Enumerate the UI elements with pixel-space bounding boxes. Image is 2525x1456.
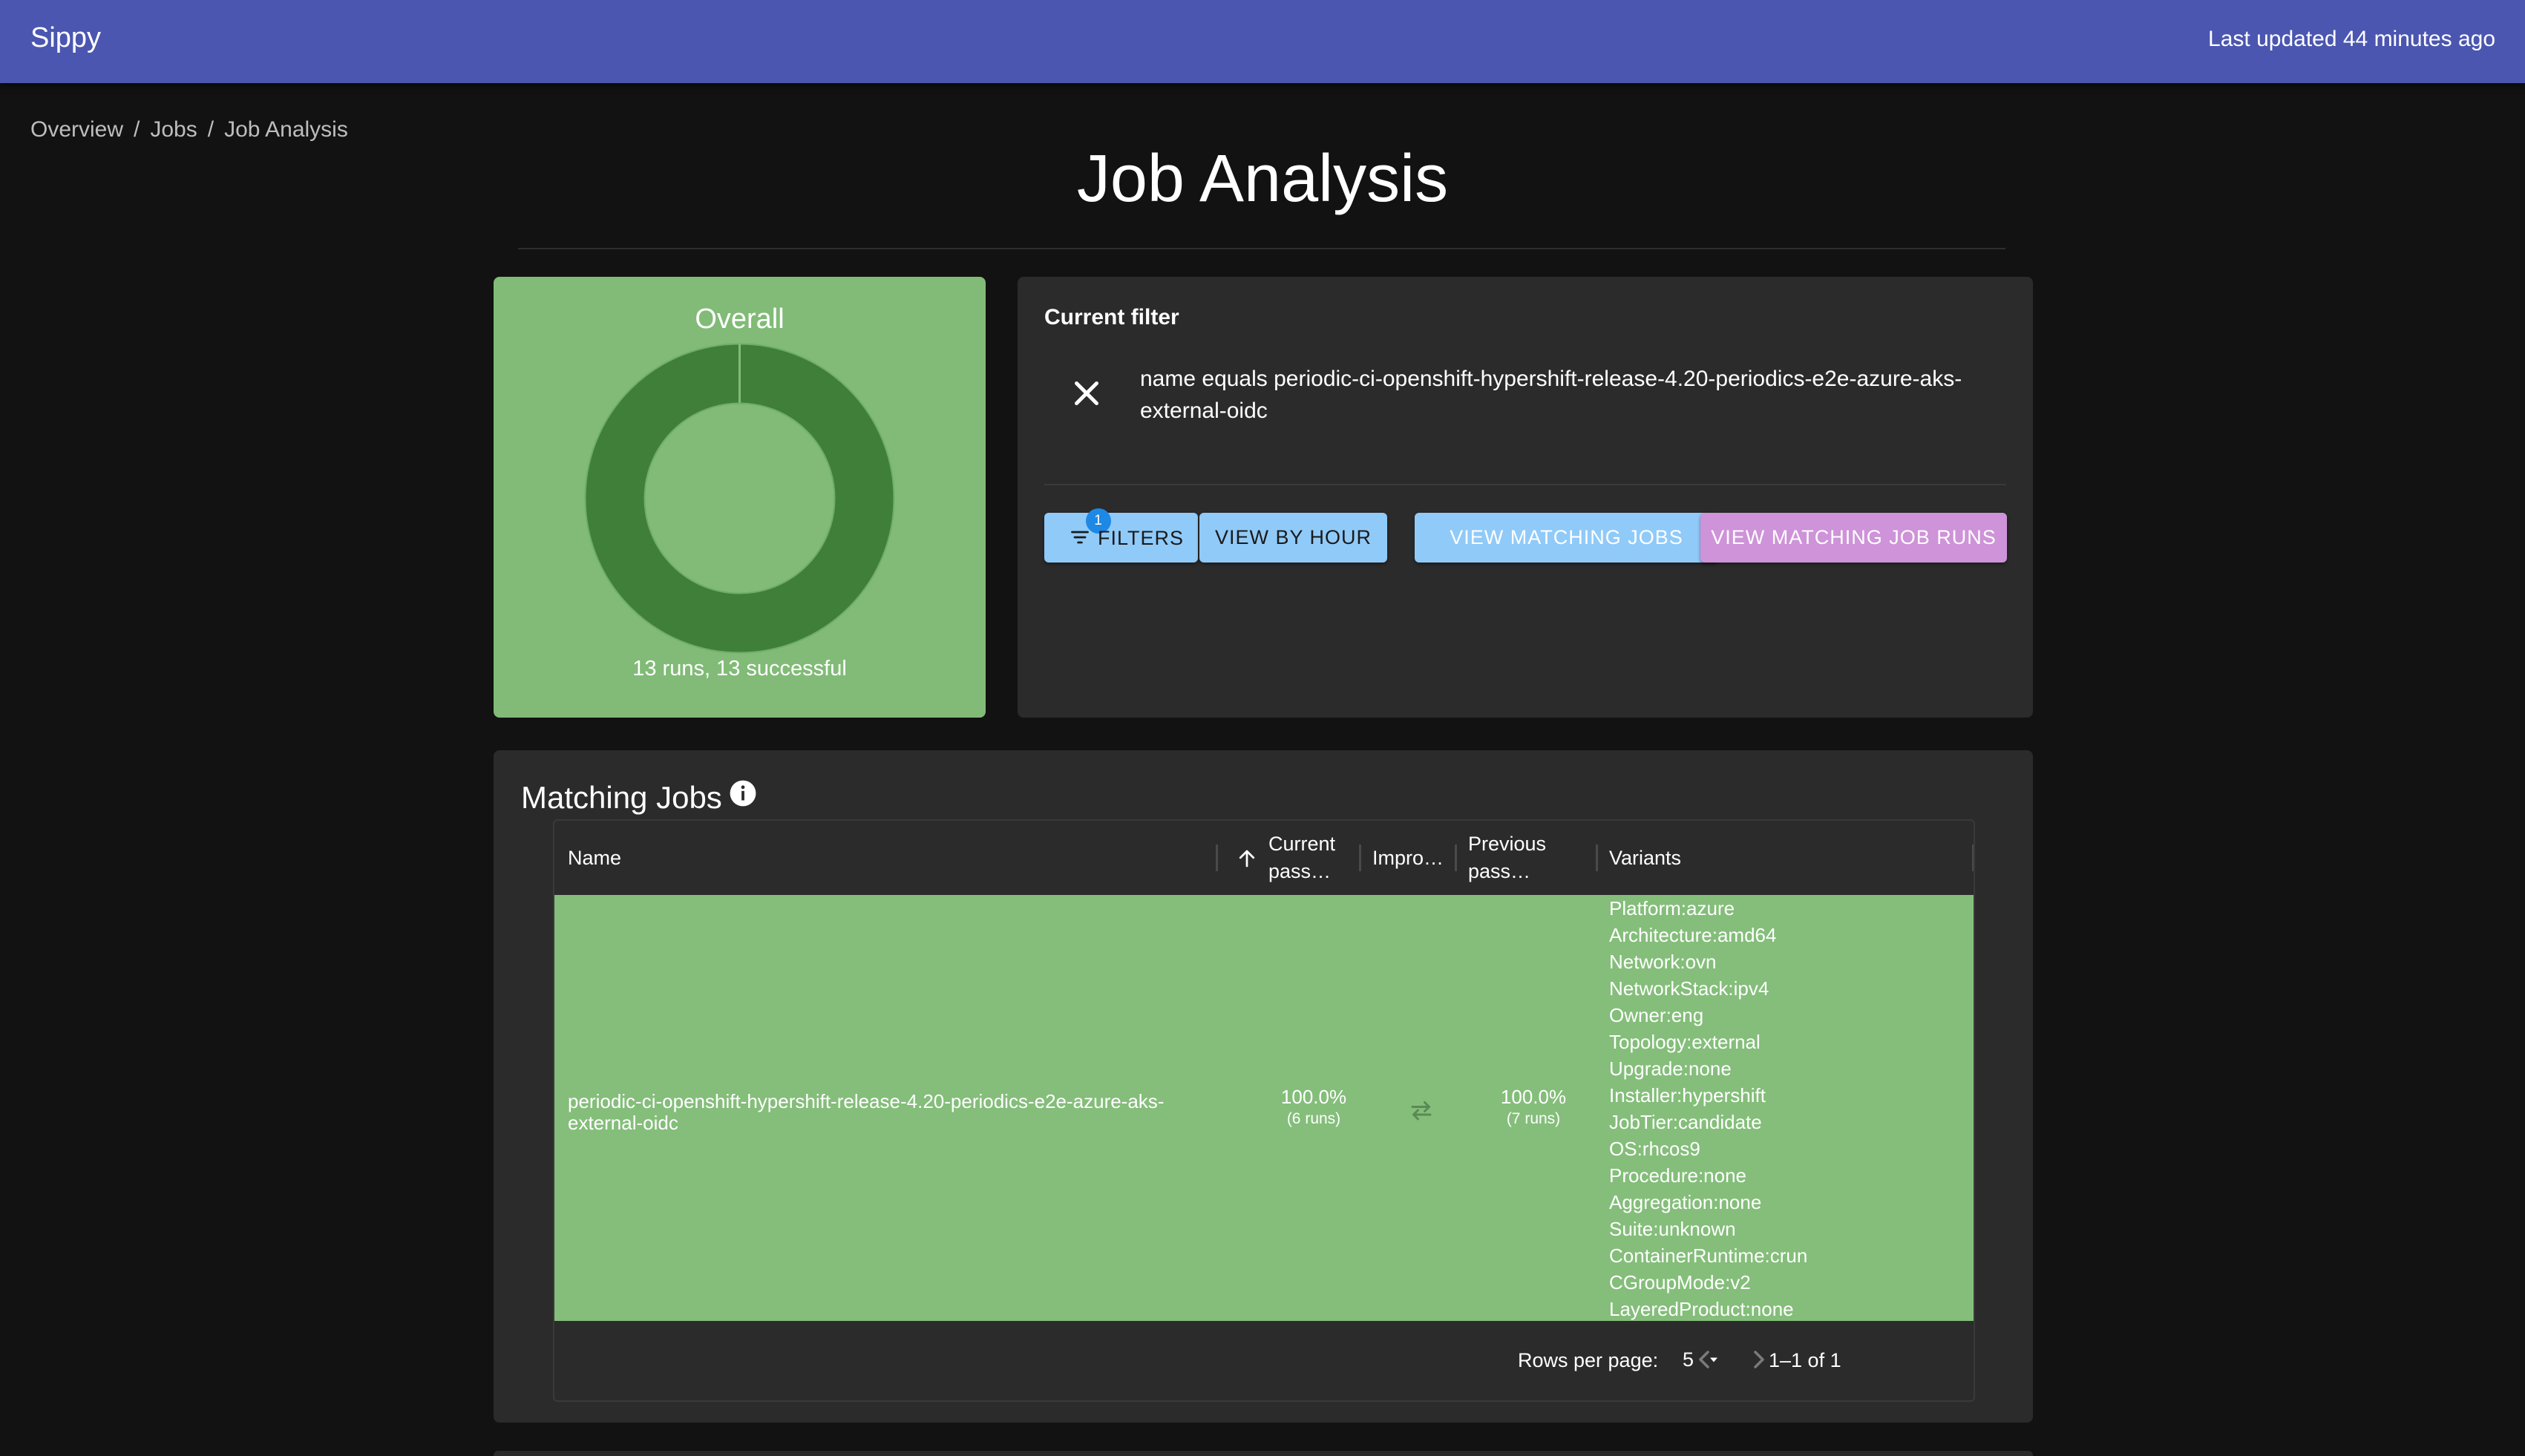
breadcrumb: Overview / Jobs / Job Analysis xyxy=(30,117,348,142)
variant-item: Aggregation:none xyxy=(1609,1191,1762,1213)
filter-divider xyxy=(1044,484,2006,485)
brand-title[interactable]: Sippy xyxy=(30,22,102,53)
filters-button-label: FILTERS xyxy=(1098,527,1185,549)
matching-jobs-heading: Matching Jobs xyxy=(521,780,722,815)
column-separator[interactable] xyxy=(1972,845,1974,871)
last-updated-text: Last updated 44 minutes ago xyxy=(2208,27,2495,51)
overall-summary-card: Overall 13 runs, 13 successful xyxy=(494,277,986,718)
column-header-name[interactable]: Name xyxy=(568,846,622,869)
column-header-previous-pass-line1: Previous xyxy=(1468,833,1547,855)
variant-item: Upgrade:none xyxy=(1609,1057,1732,1080)
view-by-hour-button[interactable]: VIEW BY HOUR xyxy=(1199,513,1387,563)
breadcrumb-overview[interactable]: Overview xyxy=(30,117,124,142)
column-header-improvement[interactable]: Impro… xyxy=(1372,846,1444,869)
column-header-previous-pass[interactable]: Previous pass… xyxy=(1468,821,1546,895)
breadcrumb-current: Job Analysis xyxy=(224,117,348,142)
variant-item: Owner:eng xyxy=(1609,1004,1704,1026)
rows-per-page-value: 5 xyxy=(1683,1348,1694,1371)
breadcrumb-separator: / xyxy=(207,117,214,142)
variant-item: Suite:unknown xyxy=(1609,1218,1736,1240)
previous-pass-value: 100.0% xyxy=(1500,1086,1567,1108)
variant-item: Network:ovn xyxy=(1609,951,1717,973)
rows-per-page-label: Rows per page: xyxy=(1518,1349,1659,1371)
pagination-range: 1–1 of 1 xyxy=(1769,1349,1841,1371)
breadcrumb-jobs[interactable]: Jobs xyxy=(150,117,197,142)
variant-item: JobTier:candidate xyxy=(1609,1111,1762,1133)
view-matching-job-runs-button[interactable]: VIEW MATCHING JOB RUNS xyxy=(1700,513,2007,563)
page-title: Job Analysis xyxy=(1076,142,1449,216)
variant-item: Installer:hypershift xyxy=(1609,1084,1766,1106)
close-icon xyxy=(1075,381,1098,405)
filter-list-icon xyxy=(1071,531,1089,544)
job-name-cell[interactable]: periodic-ci-openshift-hypershift-release… xyxy=(568,1091,1184,1134)
variant-item: Platform:azure xyxy=(1609,897,1735,919)
donut-inner-edge xyxy=(643,402,836,594)
column-header-current-pass-line2: pass… xyxy=(1268,860,1332,882)
swap-horiz-icon xyxy=(1411,1101,1432,1121)
overall-runs-text: 13 runs, 13 successful xyxy=(632,657,847,681)
info-icon[interactable] xyxy=(729,779,757,807)
remove-filter-button[interactable] xyxy=(1067,373,1107,413)
next-card-edge xyxy=(494,1451,2033,1456)
previous-page-button[interactable] xyxy=(1687,1342,1723,1377)
title-divider xyxy=(518,248,2005,249)
overall-donut-chart xyxy=(584,343,895,654)
app-bar: Sippy Last updated 44 minutes ago xyxy=(0,0,2525,83)
filter-count-badge: 1 xyxy=(1086,508,1111,534)
job-name-line2: external-oidc xyxy=(568,1112,678,1134)
current-pass-value: 100.0% xyxy=(1280,1086,1347,1108)
variant-item: Architecture:amd64 xyxy=(1609,924,1777,946)
overall-label: Overall xyxy=(695,304,785,335)
variant-item: NetworkStack:ipv4 xyxy=(1609,977,1769,1000)
variant-item: Topology:external xyxy=(1609,1031,1761,1053)
previous-pass-runs: (7 runs) xyxy=(1506,1110,1561,1127)
donut-success-arc xyxy=(585,344,894,653)
chevron-right-icon xyxy=(1754,1351,1764,1368)
current-filter-card: Current filter name equals periodic-ci-o… xyxy=(1018,277,2033,718)
arrow-drop-down-icon xyxy=(1710,1357,1717,1362)
matching-jobs-table: Name Current pass… Impro… Previous pass…… xyxy=(553,819,1975,1402)
view-matching-jobs-button[interactable]: VIEW MATCHING JOBS xyxy=(1415,513,1718,563)
variants-cell: Platform:azure Architecture:amd64 Networ… xyxy=(1609,895,1807,1322)
filter-description: name equals periodic-ci-openshift-hypers… xyxy=(1140,367,1962,423)
table-header: Name Current pass… Impro… Previous pass…… xyxy=(554,821,1974,895)
variant-item: LayeredProduct:none xyxy=(1609,1298,1794,1320)
breadcrumb-separator: / xyxy=(134,117,140,142)
variant-item: Procedure:none xyxy=(1609,1164,1747,1187)
column-header-previous-pass-line2: pass… xyxy=(1468,860,1531,882)
job-name-line1: periodic-ci-openshift-hypershift-release… xyxy=(568,1090,1165,1112)
column-header-variants[interactable]: Variants xyxy=(1609,846,1682,869)
column-header-current-pass[interactable]: Current pass… xyxy=(1268,821,1335,895)
next-page-button[interactable] xyxy=(1740,1342,1776,1377)
sort-ascending-icon[interactable] xyxy=(1236,847,1258,870)
table-pagination: Rows per page: 5 1–1 of 1 xyxy=(554,1321,1974,1400)
current-pass-runs: (6 runs) xyxy=(1286,1110,1341,1127)
column-separator[interactable] xyxy=(1596,845,1598,871)
rows-per-page-select[interactable]: 5 xyxy=(1683,1346,1727,1373)
variant-item: ContainerRuntime:crun xyxy=(1609,1245,1808,1267)
current-filter-heading: Current filter xyxy=(1044,305,1179,329)
variant-item: CGroupMode:v2 xyxy=(1609,1271,1751,1293)
variant-item: OS:rhcos9 xyxy=(1609,1138,1700,1160)
column-separator[interactable] xyxy=(1359,845,1361,871)
matching-jobs-card: Matching Jobs Name Current pass… Impro… … xyxy=(494,750,2033,1423)
column-separator[interactable] xyxy=(1216,845,1218,871)
column-header-current-pass-line1: Current xyxy=(1268,833,1336,855)
filters-button[interactable]: 1 FILTERS xyxy=(1044,508,1198,563)
column-separator[interactable] xyxy=(1455,845,1457,871)
chevron-left-icon xyxy=(1699,1351,1709,1368)
table-row[interactable]: periodic-ci-openshift-hypershift-release… xyxy=(554,895,1974,1321)
